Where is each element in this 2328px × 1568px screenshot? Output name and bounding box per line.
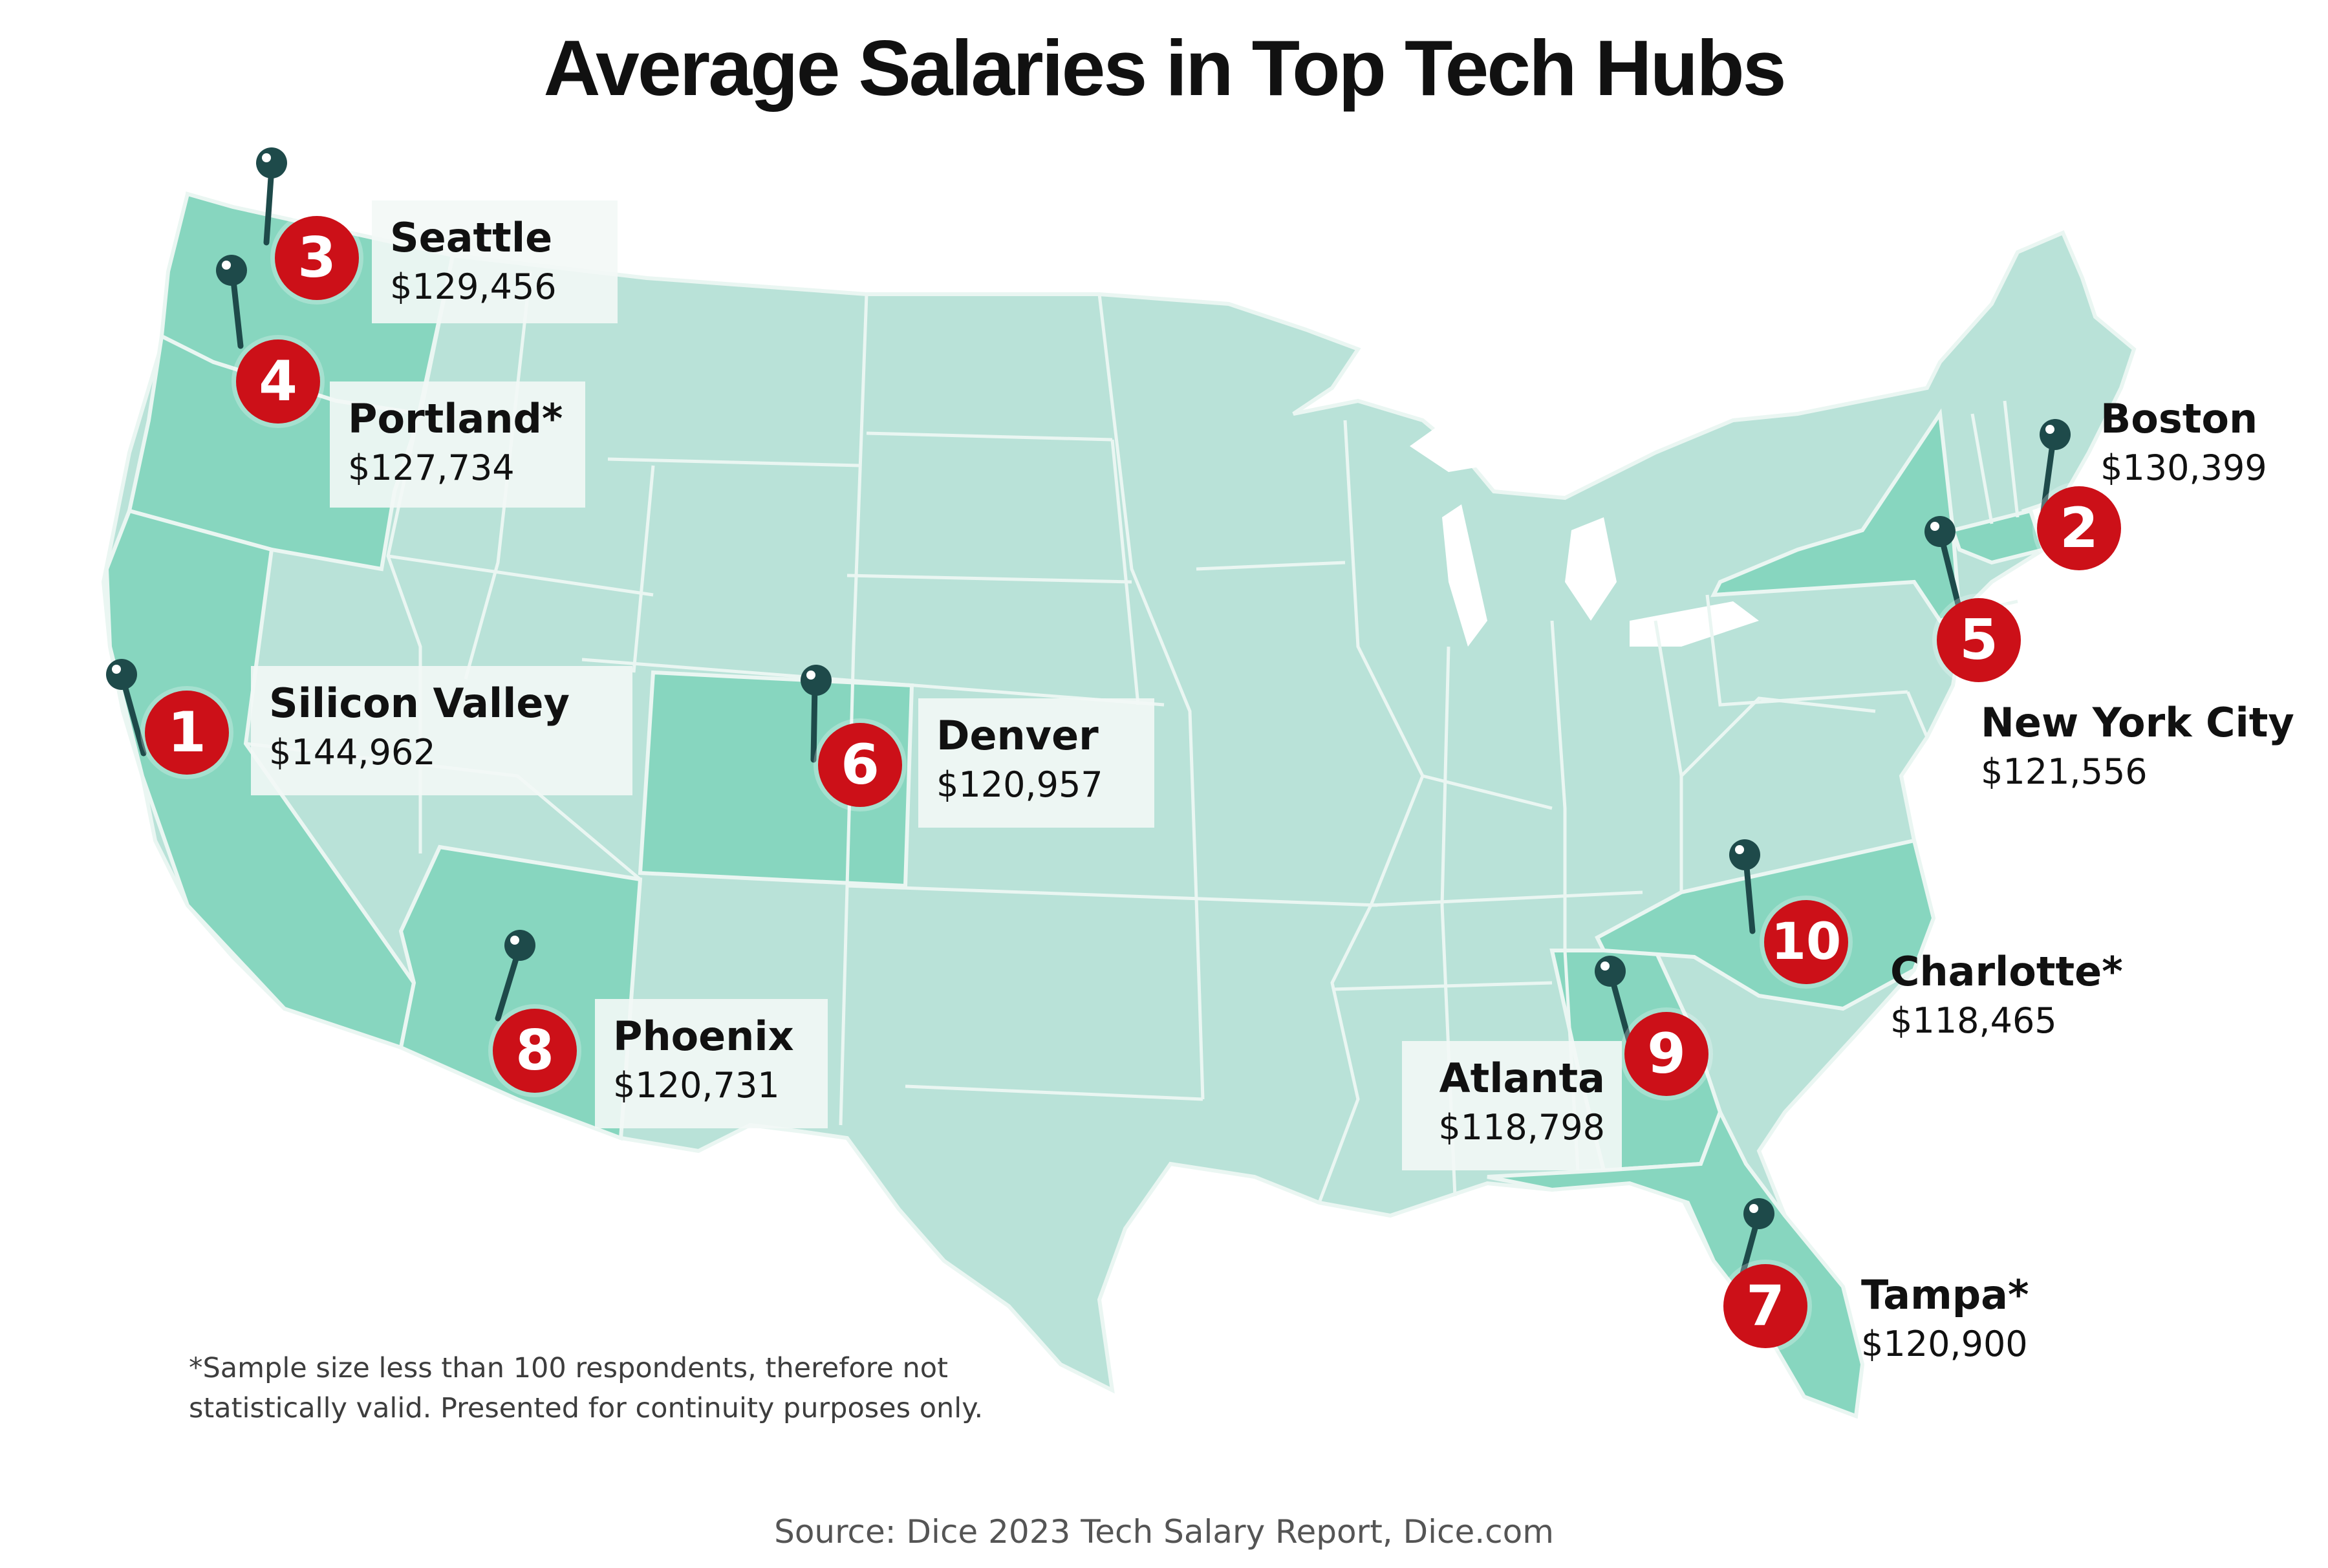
rank-badge: 5 [1937, 598, 2021, 682]
source-note: Source: Dice 2023 Tech Salary Report, Di… [774, 1513, 1554, 1551]
salary-card-boston: Boston $130,399 [2082, 381, 2328, 503]
salary-value: $118,465 [1890, 1000, 2057, 1041]
salary-card-portland: Portland* $127,734 [330, 381, 585, 508]
salary-card-tampa: Tampa* $120,900 [1843, 1258, 2091, 1379]
map-pin-icon [801, 665, 832, 763]
city-name: Charlotte* [1890, 948, 2123, 995]
great-lakes [1410, 414, 1862, 647]
salary-card-new-york-city: New York City $121,556 [1963, 685, 2328, 807]
map-pins [106, 147, 2071, 1293]
state-florida [1487, 1107, 1865, 1419]
rank-badge: 10 [1764, 900, 1848, 984]
rank-badge: 8 [493, 1009, 577, 1093]
salary-value: $130,399 [2100, 447, 2267, 488]
map-pin-icon [1924, 516, 1963, 612]
rank-badge: 7 [1723, 1264, 1807, 1348]
salary-value: $127,734 [348, 447, 515, 488]
map-title: Average Salaries in Top Tech Hubs [543, 24, 1786, 112]
city-name: New York City [1981, 699, 2294, 746]
map-pin-icon [106, 659, 147, 757]
salary-value: $121,556 [1981, 751, 2148, 792]
city-name: Seattle [390, 214, 553, 261]
salary-value: $129,456 [390, 266, 557, 307]
map-pin-icon [256, 147, 287, 246]
map-pin-icon [495, 930, 535, 1022]
map-pin-icon [1729, 839, 1760, 934]
rank-badge: 4 [236, 339, 320, 424]
rank-badge: 2 [2037, 486, 2121, 570]
city-name: Boston [2100, 395, 2258, 442]
rank-badge: 6 [818, 723, 902, 807]
city-name: Phoenix [613, 1013, 794, 1060]
salary-value: $144,962 [269, 732, 436, 773]
rank-badge: 1 [145, 691, 229, 775]
city-name: Atlanta [1439, 1055, 1605, 1102]
salary-card-denver: Denver $120,957 [918, 698, 1154, 828]
salary-card-phoenix: Phoenix $120,731 [595, 999, 828, 1128]
footnote: *Sample size less than 100 respondents, … [189, 1352, 984, 1424]
salary-value: $120,731 [613, 1065, 780, 1106]
salary-value: $120,957 [936, 764, 1103, 805]
salary-card-seattle: Seattle $129,456 [372, 200, 618, 323]
state-north-carolina [1595, 838, 1936, 1011]
rank-badge: 9 [1624, 1012, 1708, 1096]
map-pin-icon [1595, 956, 1634, 1051]
salary-card-silicon-valley: Silicon Valley $144,962 [251, 666, 632, 795]
city-name: Denver [936, 712, 1099, 759]
salary-card-atlanta: Atlanta $118,798 [1402, 1041, 1622, 1170]
salary-value: $120,900 [1861, 1324, 2028, 1364]
city-name: Portland* [348, 395, 563, 442]
salary-card-charlotte: Charlotte* $118,465 [1872, 934, 2153, 1056]
city-name: Silicon Valley [269, 680, 570, 727]
state-arizona [398, 844, 643, 1141]
salary-value: $118,798 [1438, 1107, 1605, 1148]
city-name: Tampa* [1861, 1271, 2029, 1318]
map-pin-icon [216, 255, 247, 349]
rank-badge: 3 [275, 216, 359, 300]
map-pin-icon [2040, 419, 2071, 514]
